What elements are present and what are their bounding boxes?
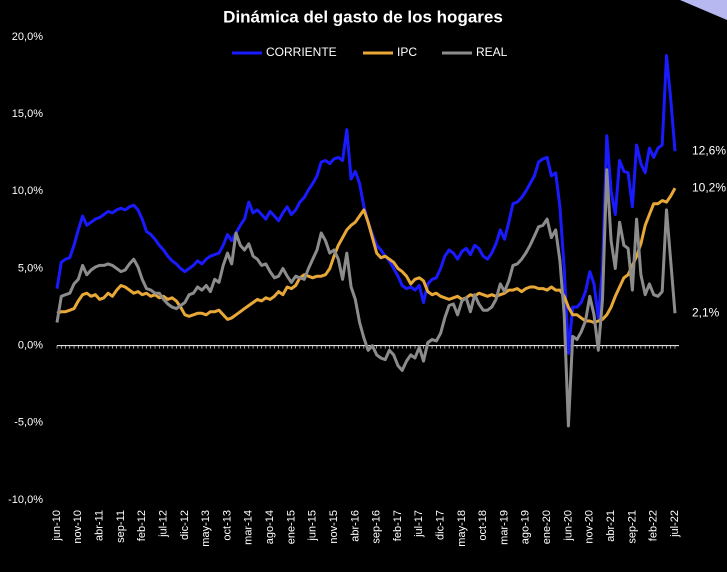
y-tick-label: 5,0%	[18, 262, 43, 274]
series-line	[55, 168, 677, 428]
x-tick-label: ene-20	[541, 510, 553, 544]
x-tick-label: may-13	[200, 510, 212, 547]
y-tick-label: -5,0%	[14, 417, 43, 429]
x-tick-label: ago-14	[264, 510, 276, 544]
x-tick-label: dic-12	[179, 510, 191, 540]
x-tick-label: abr-11	[94, 510, 106, 541]
x-tick-label: feb-12	[136, 510, 148, 541]
y-tick-label: -10,0%	[8, 494, 43, 506]
end-label: 12,6%	[692, 143, 726, 157]
x-tick-label: feb-22	[648, 510, 660, 541]
series-line	[55, 54, 677, 355]
x-tick-label: sep-11	[115, 510, 127, 543]
y-tick-label: 15,0%	[12, 108, 43, 120]
x-tick-label: sep-21	[626, 510, 638, 544]
y-tick-label: 0,0%	[18, 340, 43, 352]
corner-decoration	[680, 0, 727, 20]
x-tick-label: nov-10	[72, 510, 84, 544]
x-tick-label: jul-17	[413, 510, 425, 538]
legend-label: CORRIENTE	[266, 45, 337, 59]
y-tick-label: 20,0%	[12, 31, 43, 43]
x-tick-label: mar-14	[243, 510, 255, 545]
end-label: 10,2%	[692, 180, 726, 194]
y-tick-label: 10,0%	[12, 185, 43, 197]
x-tick-label: jul-12	[157, 510, 169, 538]
x-tick-label: abr-21	[605, 510, 617, 542]
x-tick-label: nov-15	[328, 510, 340, 544]
x-tick-label: jun-10	[51, 510, 63, 542]
x-tick-label: sep-16	[371, 510, 383, 544]
chart-title: Dinámica del gasto de los hogares	[223, 7, 503, 26]
x-tick-label: ago-19	[520, 510, 532, 544]
x-tick-label: jun-20	[562, 510, 574, 542]
x-tick-label: may-18	[456, 510, 468, 547]
legend-label: REAL	[476, 45, 508, 59]
x-tick-label: oct-13	[221, 510, 233, 541]
x-tick-label: nov-20	[584, 510, 596, 544]
end-label: 2,1%	[692, 305, 720, 319]
x-tick-label: jun-15	[307, 510, 319, 542]
x-tick-label: mar-19	[498, 510, 510, 545]
x-tick-label: abr-16	[349, 510, 361, 542]
series-line	[56, 187, 677, 324]
x-tick-label: ene-15	[285, 510, 297, 544]
x-tick-label: feb-17	[392, 510, 404, 541]
x-tick-label: oct-18	[477, 510, 489, 541]
x-tick-label: jul-22	[669, 510, 681, 538]
legend-label: IPC	[397, 45, 417, 59]
x-tick-label: dic-17	[434, 510, 446, 540]
